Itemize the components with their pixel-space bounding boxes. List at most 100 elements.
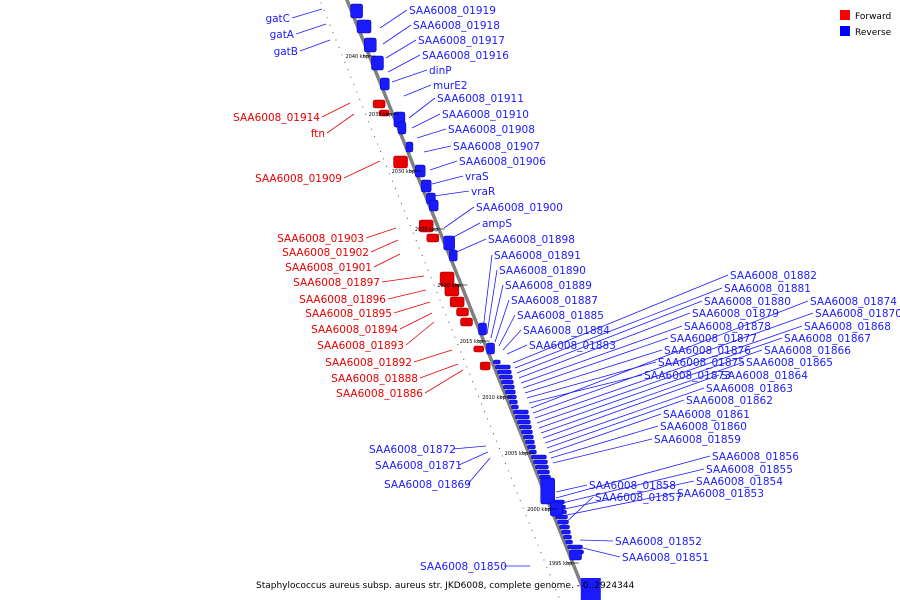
gene-label[interactable]: SAA6008_01892 [325, 357, 412, 369]
gene-label[interactable]: SAA6008_01894 [311, 324, 398, 336]
gene-label[interactable]: SAA6008_01866 [764, 345, 851, 357]
gene-label[interactable]: SAA6008_01876 [664, 345, 751, 357]
gene-label[interactable]: SAA6008_01861 [663, 409, 750, 421]
gene-label[interactable]: SAA6008_01897 [293, 277, 380, 289]
leader-line [534, 325, 803, 419]
gene-label[interactable]: SAA6008_01883 [529, 340, 616, 352]
gene-label[interactable]: SAA6008_01878 [684, 321, 771, 333]
reverse-gene [501, 379, 514, 385]
gene-label[interactable]: SAA6008_01895 [305, 308, 392, 320]
gene-label[interactable]: SAA6008_01875 [658, 357, 745, 369]
gene-label[interactable]: SAA6008_01868 [804, 321, 891, 333]
gene-label[interactable]: SAA6008_01911 [437, 93, 524, 105]
gene-label[interactable]: murE2 [433, 80, 468, 92]
gene-label[interactable]: SAA6008_01886 [336, 388, 423, 400]
gene-label[interactable]: SAA6008_01914 [233, 112, 320, 124]
reverse-gene [405, 141, 414, 153]
leader-line [365, 227, 397, 239]
gene-labels[interactable]: gatC gatA gatB SAA6008_01919 SAA6008_01918 SA… [233, 5, 900, 573]
gene-label[interactable]: SAA6008_01873 [644, 370, 731, 382]
gene-label[interactable]: SAA6008_01871 [375, 460, 462, 472]
leader-line [424, 369, 464, 394]
gene-label[interactable]: SAA6008_01867 [784, 333, 871, 345]
gene-label[interactable]: SAA6008_01917 [418, 35, 505, 47]
gene-label[interactable]: SAA6008_01893 [317, 340, 404, 352]
gene-label[interactable]: SAA6008_01888 [331, 373, 418, 385]
gene-label[interactable]: SAA6008_01916 [422, 50, 509, 62]
gene-label[interactable]: SAA6008_01889 [505, 280, 592, 292]
gene-label[interactable]: SAA6008_01854 [696, 476, 783, 488]
reverse-gene [515, 414, 530, 420]
gene-label[interactable]: SAA6008_01903 [277, 233, 364, 245]
reverse-gene [513, 409, 529, 415]
gene-label[interactable]: SAA6008_01850 [420, 561, 507, 573]
gene-label[interactable]: SAA6008_01884 [523, 325, 610, 337]
gene-label[interactable]: SAA6008_01856 [712, 451, 799, 463]
leader-line [382, 24, 412, 45]
gene-label[interactable]: SAA6008_01890 [499, 265, 586, 277]
gene-label[interactable]: SAA6008_01900 [476, 202, 563, 214]
gene-label[interactable]: SAA6008_01879 [692, 308, 779, 320]
reverse-gene [517, 419, 531, 425]
gene-label[interactable]: SAA6008_01855 [706, 464, 793, 476]
gene-label[interactable]: SAA6008_01896 [299, 294, 386, 306]
gene-label[interactable]: SAA6008_01919 [409, 5, 496, 17]
gene-label[interactable]: SAA6008_01902 [282, 247, 369, 259]
gene-label[interactable]: SAA6008_01872 [369, 444, 456, 456]
reverse-gene [397, 121, 407, 135]
gene-label[interactable]: vraS [465, 171, 489, 183]
gene-label[interactable]: ampS [482, 218, 512, 230]
gene-label[interactable]: vraR [471, 186, 495, 198]
reverse-gene [449, 249, 458, 262]
gene-label[interactable]: SAA6008_01887 [511, 295, 598, 307]
gene-label[interactable]: ftn [311, 128, 325, 140]
gene-label[interactable]: SAA6008_01898 [488, 234, 575, 246]
gene-label[interactable]: SAA6008_01891 [494, 250, 581, 262]
gene-label[interactable]: gatC [265, 13, 290, 25]
gene-label[interactable]: gatA [270, 29, 295, 41]
leader-line [482, 254, 493, 331]
gene-label[interactable]: SAA6008_01863 [706, 383, 793, 395]
gene-label[interactable]: SAA6008_01852 [615, 536, 702, 548]
leader-line [494, 299, 510, 343]
reverse-gene [537, 469, 550, 475]
leader-line [490, 284, 504, 339]
reverse-gene [511, 404, 519, 410]
gene-label[interactable]: dinP [429, 65, 452, 77]
gene-label[interactable]: SAA6008_01853 [677, 488, 764, 500]
leader-line [512, 274, 729, 364]
gene-label[interactable]: SAA6008_01908 [448, 124, 535, 136]
reverse-gene [499, 374, 513, 380]
leader-line [387, 289, 427, 300]
gene-label[interactable]: SAA6008_01918 [413, 20, 500, 32]
tick-label: 2000 kbp [527, 507, 551, 513]
leader-line [561, 492, 676, 517]
gene-label[interactable]: SAA6008_01885 [517, 310, 604, 322]
reverse-gene [363, 37, 377, 53]
leader-line [540, 361, 745, 434]
gene-label[interactable]: SAA6008_01877 [670, 333, 757, 345]
tick-label: 2035 kbp [369, 112, 393, 118]
gene-label[interactable]: SAA6008_01910 [442, 109, 529, 121]
gene-label[interactable]: SAA6008_01862 [686, 395, 773, 407]
gene-label[interactable]: gatB [274, 46, 298, 58]
gene-label[interactable]: SAA6008_01858 [589, 480, 676, 492]
gene-label[interactable]: SAA6008_01882 [730, 270, 817, 282]
gene-label[interactable]: SAA6008_01864 [721, 370, 808, 382]
reverse-gene [563, 534, 572, 540]
gene-label[interactable]: SAA6008_01860 [660, 421, 747, 433]
gene-label[interactable]: SAA6008_01907 [453, 141, 540, 153]
gene-label[interactable]: SAA6008_01906 [459, 156, 546, 168]
gene-label[interactable]: SAA6008_01857 [595, 492, 682, 504]
gene-label[interactable]: SAA6008_01865 [746, 357, 833, 369]
gene-label[interactable]: SAA6008_01859 [654, 434, 741, 446]
reverse-gene [569, 549, 582, 561]
gene-label[interactable]: SAA6008_01870 [815, 308, 900, 320]
gene-label[interactable]: SAA6008_01909 [255, 173, 342, 185]
gene-label[interactable]: SAA6008_01869 [384, 479, 471, 491]
gene-label[interactable]: SAA6008_01901 [285, 262, 372, 274]
gene-label[interactable]: SAA6008_01881 [724, 283, 811, 295]
gene-label[interactable]: SAA6008_01874 [810, 296, 897, 308]
gene-label[interactable]: SAA6008_01880 [704, 296, 791, 308]
gene-label[interactable]: SAA6008_01851 [622, 552, 709, 564]
